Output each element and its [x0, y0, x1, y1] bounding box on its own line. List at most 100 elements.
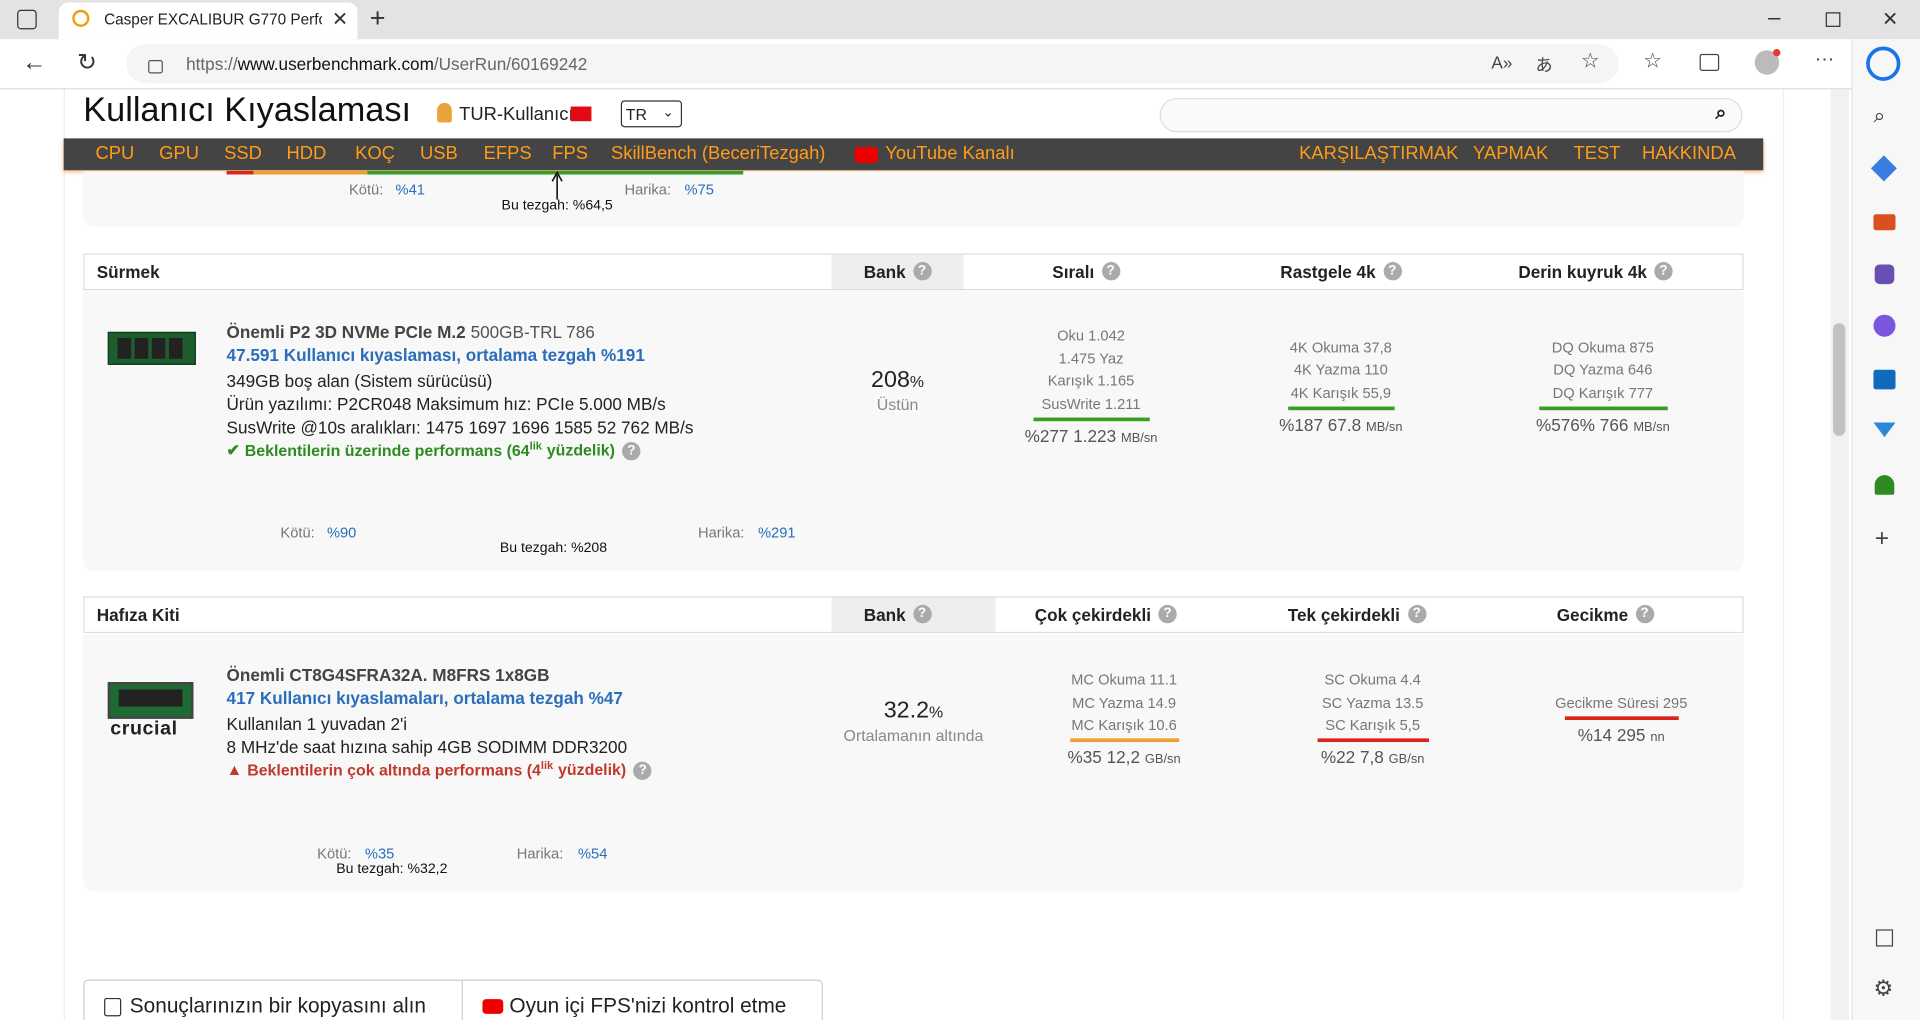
sidebar-toggle[interactable]: [1875, 929, 1894, 947]
crucial-logo: crucial: [110, 718, 178, 740]
column-header: Rastgele 4k: [1280, 262, 1376, 282]
tree-icon[interactable]: [1874, 475, 1895, 495]
help-icon: ?: [1407, 604, 1426, 624]
site-title[interactable]: Kullanıcı Kıyaslaması: [83, 90, 412, 129]
metric-summary: %35 12,2 GB/sn: [1068, 747, 1181, 767]
url-path: /UserRun/60169242: [433, 53, 588, 74]
performance-sup: lik: [529, 439, 542, 452]
url[interactable]: https://www.userbenchmark.com/UserRun/60…: [186, 54, 587, 74]
outlook-icon[interactable]: [1873, 369, 1896, 390]
lock-icon[interactable]: [148, 60, 163, 74]
tools-icon[interactable]: [1873, 214, 1896, 231]
favorite[interactable]: ☆: [1580, 48, 1600, 73]
bank-label: Üstün: [876, 395, 919, 414]
help-icon: ?: [1654, 262, 1673, 281]
menu[interactable]: ···: [1814, 48, 1835, 70]
metric-summary: %187 67.8 MB/sn: [1279, 414, 1402, 434]
help-icon: ?: [633, 762, 652, 781]
bank-unit: %: [929, 702, 944, 722]
metric-line: 4K Yazma 110: [1293, 361, 1388, 379]
performance-icon: ▲: [226, 760, 243, 780]
games-icon[interactable]: [1874, 264, 1895, 285]
fps-button[interactable]: Oyun içi FPS'nizi kontrol etme: [509, 994, 787, 1018]
close-window[interactable]: ✕: [1882, 9, 1899, 31]
product-detail: 349GB boş alan (Sistem sürücüsü): [226, 371, 493, 391]
toolbar-divider: [0, 88, 1920, 90]
column-header: Bank: [863, 262, 906, 282]
favorites[interactable]: ☆: [1643, 48, 1662, 73]
bad-value: %35: [364, 844, 395, 863]
collections[interactable]: [1699, 53, 1720, 72]
this-bench-arrowhead: [551, 171, 563, 182]
user-name[interactable]: TUR-Kullanıcı: [459, 104, 574, 125]
minimize[interactable]: –: [1768, 4, 1781, 30]
metric-line: 4K Karışık 55,9: [1290, 383, 1392, 402]
bank-score: 208%: [871, 367, 924, 394]
button-divider: [461, 979, 463, 1020]
benchmark-link[interactable]: 417 Kullanıcı kıyaslamaları, ortalama te…: [226, 688, 623, 708]
nav-link[interactable]: SSD: [224, 143, 262, 165]
product-model: Önemli P2 3D NVMe PCIe M.2: [226, 322, 466, 342]
search-icon[interactable]: ⌕: [1873, 104, 1886, 128]
settings-icon[interactable]: ⚙: [1873, 975, 1894, 1001]
metric-line: SC Karışık 5,5: [1325, 716, 1421, 734]
nav-link[interactable]: USB: [420, 143, 458, 165]
read-aloud[interactable]: A»: [1491, 52, 1513, 73]
tab-actions-icon[interactable]: [17, 9, 37, 30]
section-title: Hafıza Kiti: [96, 604, 180, 625]
nav-link[interactable]: YouTube Kanalı: [885, 143, 1015, 165]
metric-underline: [1069, 738, 1179, 743]
metric-line: 4K Okuma 37,8: [1289, 338, 1392, 356]
copy-results-button[interactable]: Sonuçlarınızın bir kopyasını alın: [129, 994, 427, 1018]
copilot-icon[interactable]: [1866, 46, 1901, 81]
metric-unit: MB/sn: [1633, 419, 1670, 435]
add-sidebar-icon[interactable]: +: [1874, 525, 1890, 553]
nav-link[interactable]: KARŞILAŞTIRMAK: [1299, 143, 1459, 165]
back-button[interactable]: ←: [22, 48, 47, 76]
nav-link[interactable]: SkillBench (BeceriTezgah): [611, 143, 826, 165]
metric-unit: MB/sn: [1366, 419, 1403, 435]
section-body: [83, 634, 1744, 892]
nav-link[interactable]: FPS: [552, 143, 588, 165]
nav-link[interactable]: HAKKINDA: [1642, 143, 1736, 165]
office-icon[interactable]: [1873, 314, 1896, 337]
good-value: %291: [757, 524, 796, 542]
translate[interactable]: あ: [1535, 55, 1553, 75]
new-tab[interactable]: +: [369, 2, 386, 34]
metric-line: 1.475 Yaz: [1058, 349, 1124, 368]
metric-line: SC Okuma 4.4: [1324, 671, 1421, 689]
language-select[interactable]: [620, 100, 683, 128]
good-label: Harika:: [697, 524, 745, 542]
metric-value: %187 67.8: [1279, 414, 1362, 435]
metric-underline: [1032, 417, 1150, 421]
button-group: [83, 979, 823, 1020]
user-icon: [437, 102, 452, 123]
maximize[interactable]: [1825, 12, 1841, 27]
nav-link[interactable]: TEST: [1573, 143, 1621, 165]
performance-tail: yüzdelik): [546, 441, 615, 460]
active-tab[interactable]: [58, 2, 358, 40]
youtube-icon: [482, 999, 504, 1014]
address-bar[interactable]: [126, 44, 1619, 84]
nav-link[interactable]: YAPMAK: [1473, 143, 1549, 165]
metric-line: MC Karışık 10.6: [1071, 716, 1177, 734]
nav-bar: [63, 138, 1764, 171]
nav-link[interactable]: GPU: [159, 143, 199, 165]
nav-link[interactable]: CPU: [95, 143, 135, 165]
nav-link[interactable]: KOÇ: [355, 143, 395, 165]
tab-close[interactable]: ✕: [331, 9, 349, 31]
scrollbar[interactable]: [1830, 89, 1849, 1020]
edge-sidebar: [1851, 39, 1920, 1020]
nav-link[interactable]: EFPS: [483, 143, 532, 165]
bad-value: %90: [326, 524, 357, 542]
scrollbar-thumb[interactable]: [1833, 323, 1846, 436]
help-icon: ?: [1101, 262, 1120, 281]
nav-link[interactable]: HDD: [286, 143, 327, 165]
search-button[interactable]: ⌕: [1715, 102, 1727, 124]
search-box[interactable]: [1159, 97, 1743, 133]
refresh-button[interactable]: ↻: [77, 50, 97, 76]
metric-line: SusWrite 1.211: [1041, 395, 1141, 413]
help-icon: ?: [912, 604, 932, 624]
benchmark-link[interactable]: 47.591 Kullanıcı kıyaslaması, ortalama t…: [226, 345, 645, 365]
language-caret: ⌄: [662, 105, 674, 121]
